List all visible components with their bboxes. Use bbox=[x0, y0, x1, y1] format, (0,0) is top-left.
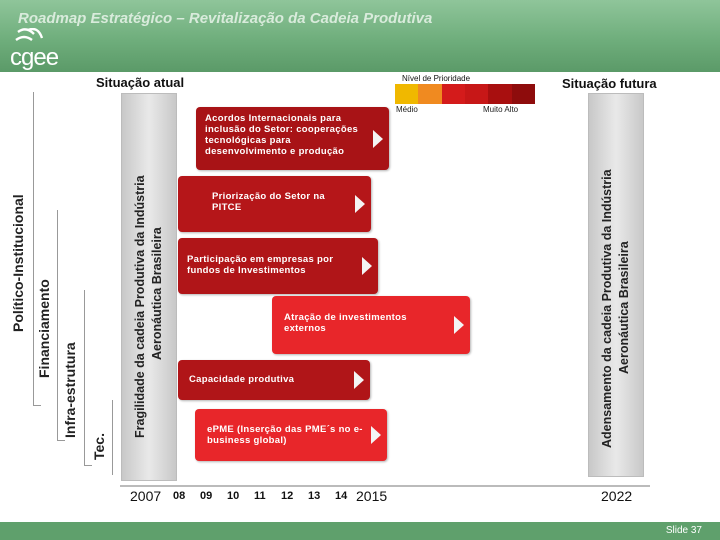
year-tick: 13 bbox=[308, 490, 321, 502]
future-situation-column bbox=[588, 93, 644, 477]
action-text: Atração de investimentos externos bbox=[284, 312, 407, 334]
year-tick: 12 bbox=[281, 490, 294, 502]
priority-color-cell bbox=[511, 84, 535, 104]
label-politico-institucional: Político-Institucional bbox=[10, 194, 26, 332]
label-infra-estrutura: Infra-estrutura bbox=[62, 342, 78, 438]
action-text: Capacidade produtiva bbox=[189, 374, 295, 385]
action-text: Priorização do Setor na PITCE bbox=[212, 191, 326, 213]
priority-color-cell bbox=[418, 84, 442, 104]
year-tick: 11 bbox=[254, 490, 266, 502]
priority-color-cell bbox=[441, 84, 465, 104]
priority-high-label: Muito Alto bbox=[483, 105, 519, 114]
priority-legend-title: Nível de Prioridade bbox=[402, 74, 471, 83]
year-end: 2022 bbox=[601, 488, 633, 504]
future-situation-line1: Adensamento da cadeia Produtiva da Indús… bbox=[600, 169, 614, 448]
logo-wordmark: cgee bbox=[10, 44, 59, 71]
action-text: ePME (Inserção das PME´s no e-business g… bbox=[207, 424, 363, 446]
slide-number: Slide 37 bbox=[665, 525, 702, 536]
timeline-axis bbox=[120, 485, 650, 487]
action-participacao-fundos: Participação em empresas por fundos de I… bbox=[178, 238, 378, 294]
priority-color-cell bbox=[464, 84, 489, 104]
slide-footer: Slide 37 bbox=[0, 522, 720, 540]
arrow-icon bbox=[454, 316, 464, 334]
year-mid: 2015 bbox=[356, 488, 388, 504]
current-situation-title: Situação atual bbox=[96, 75, 185, 90]
infra-divider bbox=[84, 290, 85, 465]
priority-color-scale bbox=[395, 84, 535, 104]
slide-header: Roadmap Estratégico – Revitalização da C… bbox=[0, 0, 720, 72]
action-text: Participação em empresas por fundos de I… bbox=[187, 254, 334, 276]
current-situation-line1: Fragilidade da cadeia Produtiva da Indús… bbox=[133, 175, 147, 438]
current-situation-column bbox=[121, 93, 177, 481]
financiamento-base bbox=[57, 440, 65, 441]
action-capacidade-produtiva: Capacidade produtiva bbox=[178, 360, 370, 400]
year-tick: 10 bbox=[227, 490, 240, 502]
year-tick: 08 bbox=[173, 490, 186, 502]
label-tec: Tec. bbox=[91, 433, 107, 460]
action-epme: ePME (Inserção das PME´s no e-business g… bbox=[195, 409, 387, 461]
priority-low-label: Médio bbox=[396, 105, 418, 114]
slide-title: Roadmap Estratégico – Revitalização da C… bbox=[18, 10, 433, 27]
arrow-icon bbox=[362, 257, 372, 275]
politico-base bbox=[33, 405, 41, 406]
politico-divider bbox=[33, 92, 34, 405]
action-acordos-internacionais: Acordos Internacionais para inclusão do … bbox=[196, 107, 389, 170]
year-start: 2007 bbox=[130, 488, 162, 504]
priority-color-cell bbox=[395, 84, 419, 104]
infra-base bbox=[84, 465, 92, 466]
financiamento-divider bbox=[57, 210, 58, 440]
priority-color-cell bbox=[488, 84, 512, 104]
future-situation-title: Situação futura bbox=[562, 76, 657, 91]
cgee-logo-icon bbox=[15, 28, 44, 41]
tec-divider bbox=[112, 400, 113, 475]
action-priorizacao-pitce: Priorização do Setor na PITCE bbox=[178, 176, 371, 232]
label-financiamento: Financiamento bbox=[36, 279, 52, 378]
action-text: Acordos Internacionais para inclusão do … bbox=[205, 113, 359, 157]
year-tick: 09 bbox=[200, 490, 213, 502]
action-atracao-investimentos: Atração de investimentos externos bbox=[272, 296, 470, 354]
current-situation-line2: Aeronáutica Brasileira bbox=[150, 227, 164, 360]
arrow-icon bbox=[373, 129, 383, 148]
arrow-icon bbox=[355, 195, 365, 213]
arrow-icon bbox=[354, 371, 364, 389]
arrow-icon bbox=[371, 426, 381, 444]
future-situation-line2: Aeronáutica Brasileira bbox=[617, 241, 631, 374]
year-tick: 14 bbox=[335, 490, 348, 502]
